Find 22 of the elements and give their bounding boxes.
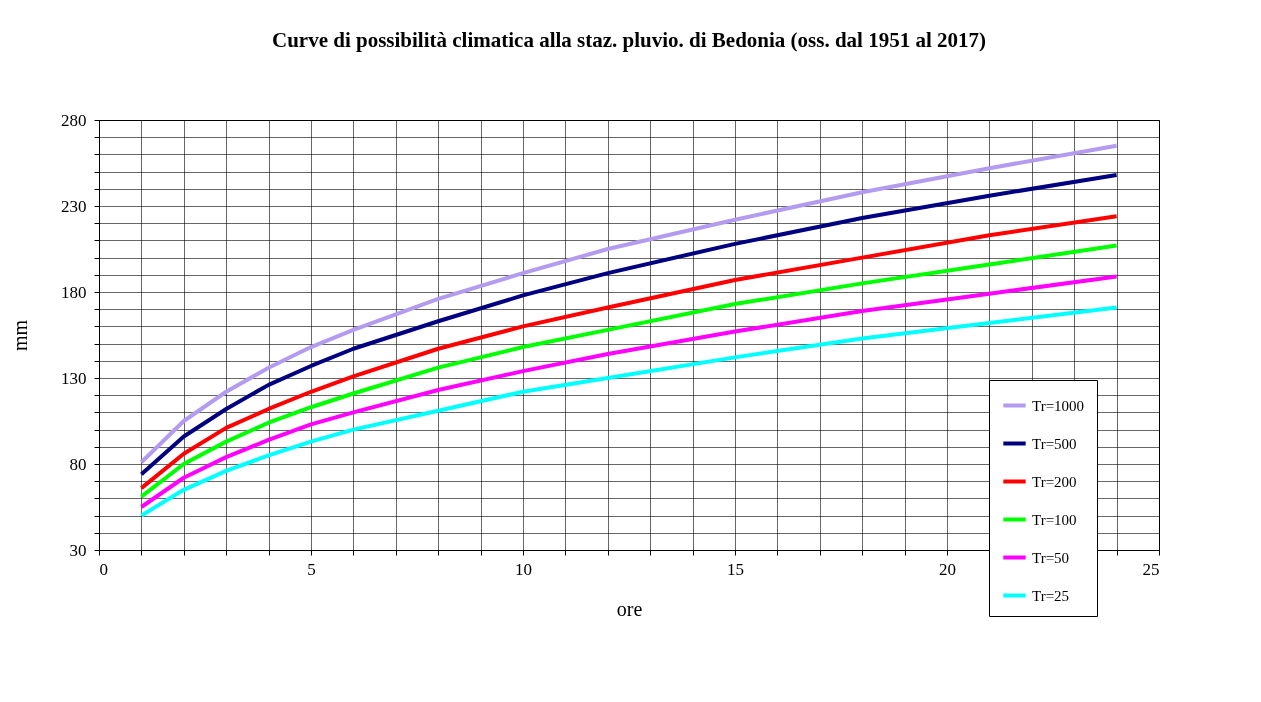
x-tick-label: 20	[939, 559, 956, 579]
y-tick-label: 230	[61, 196, 87, 216]
y-tick-label: 130	[61, 368, 87, 388]
x-tick-label: 15	[727, 559, 744, 579]
legend-label: Tr=500	[1032, 435, 1077, 452]
legend-label: Tr=1000	[1032, 397, 1085, 414]
x-tick-label: 10	[515, 559, 532, 579]
y-tick-label: 180	[61, 282, 87, 302]
x-axis-title: ore	[616, 597, 643, 620]
legend-label: Tr=50	[1032, 549, 1070, 566]
x-tick-label: 5	[307, 559, 316, 579]
y-tick-label: 280	[61, 110, 87, 130]
legend-label: Tr=25	[1032, 587, 1070, 604]
y-tick-label: 30	[69, 540, 87, 560]
legend-label: Tr=100	[1032, 511, 1077, 528]
x-tick-label: 0	[99, 559, 108, 579]
legend-label: Tr=200	[1032, 473, 1077, 490]
x-tick-label: 25	[1142, 559, 1160, 579]
y-tick-label: 80	[69, 454, 87, 474]
chart-title: Curve di possibilità climatica alla staz. pluvio. di Bedonia (oss. dal 1951 al 2017)	[271, 28, 987, 52]
line-series	[139, 274, 1119, 509]
y-axis-title: mm	[9, 319, 31, 352]
